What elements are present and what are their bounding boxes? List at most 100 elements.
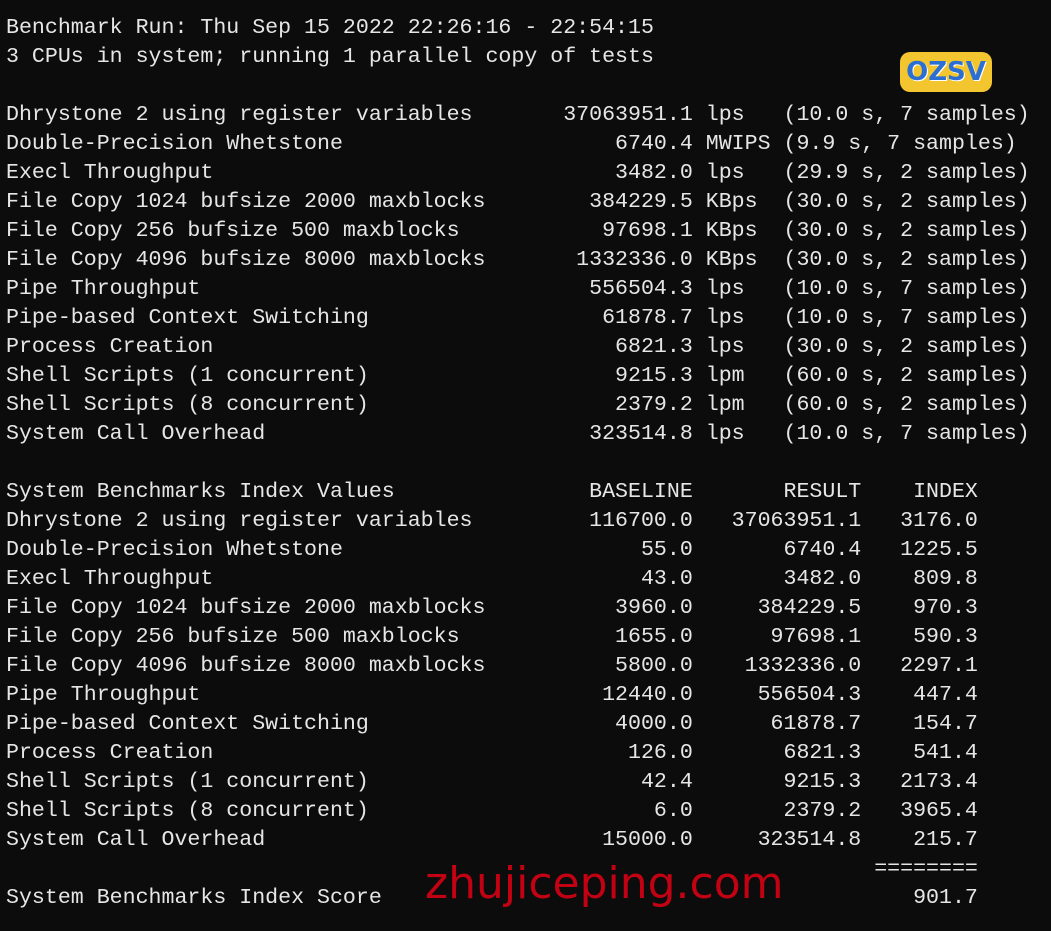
score-rule: ========: [874, 856, 978, 881]
watermark: zhujiceping.com: [425, 858, 784, 909]
index-value: 154.7: [913, 711, 978, 736]
test-name: Process Creation: [6, 334, 214, 359]
result-value: 323514.8: [757, 827, 862, 852]
index-name: Shell Scripts (8 concurrent): [6, 798, 369, 823]
test-name: System Call Overhead: [6, 421, 266, 446]
test-name: Dhrystone 2 using register variables: [6, 102, 473, 127]
index-name: Pipe-based Context Switching: [6, 711, 369, 736]
test-unit: KBps: [705, 189, 758, 214]
baseline-value: 43.0: [640, 566, 693, 591]
baseline-value: 1655.0: [615, 624, 693, 649]
index-name: Execl Throughput: [6, 566, 214, 591]
index-value: 447.4: [913, 682, 978, 707]
index-name: Shell Scripts (1 concurrent): [6, 769, 369, 794]
baseline-value: 12440.0: [602, 682, 693, 707]
baseline-value: 55.0: [640, 537, 693, 562]
result-value: 556504.3: [757, 682, 862, 707]
index-name: File Copy 4096 bufsize 8000 maxblocks: [6, 653, 486, 678]
test-value: 556504.3: [589, 276, 693, 301]
test-detail: (10.0 s, 7 samples): [783, 421, 1030, 446]
index-header: INDEX: [913, 479, 978, 504]
result-header: RESULT: [783, 479, 862, 504]
benchmark-run-text: Benchmark Run: Thu Sep 15 2022 22:26:16 …: [6, 15, 654, 40]
test-detail: (60.0 s, 2 samples): [783, 392, 1030, 417]
test-name: File Copy 4096 bufsize 8000 maxblocks: [6, 247, 486, 272]
index-value: 1225.5: [900, 537, 978, 562]
test-detail: (30.0 s, 2 samples): [783, 189, 1030, 214]
cpu-info-text: 3 CPUs in system; running 1 parallel cop…: [6, 44, 654, 69]
test-value: 9215.3: [615, 363, 693, 388]
baseline-header: BASELINE: [589, 479, 693, 504]
separator: ----------------------------------------…: [6, 0, 1043, 14]
test-value: 384229.5: [589, 189, 693, 214]
baseline-value: 116700.0: [589, 508, 693, 533]
baseline-value: 5800.0: [615, 653, 693, 678]
index-name: File Copy 256 bufsize 500 maxblocks: [6, 624, 460, 649]
result-value: 6821.3: [783, 740, 862, 765]
baseline-value: 6.0: [653, 798, 693, 823]
test-value: 323514.8: [589, 421, 693, 446]
test-name: Shell Scripts (1 concurrent): [6, 363, 369, 388]
test-value: 1332336.0: [576, 247, 693, 272]
result-value: 3482.0: [783, 566, 862, 591]
test-unit: KBps: [705, 218, 758, 243]
result-value: 6740.4: [783, 537, 862, 562]
test-detail: (10.0 s, 7 samples): [783, 276, 1030, 301]
test-detail: (10.0 s, 7 samples): [783, 305, 1030, 330]
index-value: 215.7: [913, 827, 978, 852]
index-name: Dhrystone 2 using register variables: [6, 508, 473, 533]
test-unit: lps: [705, 334, 745, 359]
test-value: 2379.2: [615, 392, 693, 417]
test-detail: (10.0 s, 7 samples): [783, 102, 1030, 127]
baseline-value: 15000.0: [602, 827, 693, 852]
test-unit: lpm: [705, 392, 745, 417]
test-name: Execl Throughput: [6, 160, 214, 185]
test-unit: lps: [705, 421, 745, 446]
test-value: 97698.1: [602, 218, 693, 243]
test-name: Shell Scripts (8 concurrent): [6, 392, 369, 417]
test-name: Pipe Throughput: [6, 276, 201, 301]
test-name: Pipe-based Context Switching: [6, 305, 369, 330]
index-name: Pipe Throughput: [6, 682, 201, 707]
test-unit: lpm: [705, 363, 745, 388]
test-detail: (29.9 s, 2 samples): [783, 160, 1030, 185]
index-value: 970.3: [913, 595, 978, 620]
test-name: File Copy 256 bufsize 500 maxblocks: [6, 218, 460, 243]
result-value: 97698.1: [770, 624, 862, 649]
baseline-value: 4000.0: [615, 711, 693, 736]
test-name: File Copy 1024 bufsize 2000 maxblocks: [6, 189, 486, 214]
test-value: 3482.0: [615, 160, 693, 185]
test-value: 6740.4: [615, 131, 693, 156]
test-unit: KBps: [705, 247, 758, 272]
index-value: 2297.1: [900, 653, 978, 678]
result-value: 1332336.0: [744, 653, 862, 678]
score-label: System Benchmarks Index Score: [6, 885, 382, 910]
test-detail: (30.0 s, 2 samples): [783, 247, 1030, 272]
result-value: 9215.3: [783, 769, 862, 794]
score-value: 901.7: [913, 885, 978, 910]
test-unit: lps: [705, 160, 745, 185]
test-unit: lps: [705, 102, 745, 127]
test-name: Double-Precision Whetstone: [6, 131, 343, 156]
result-value: 2379.2: [783, 798, 862, 823]
test-detail: (60.0 s, 2 samples): [783, 363, 1030, 388]
index-name: File Copy 1024 bufsize 2000 maxblocks: [6, 595, 486, 620]
baseline-value: 42.4: [640, 769, 693, 794]
result-value: 384229.5: [757, 595, 862, 620]
index-name: Double-Precision Whetstone: [6, 537, 343, 562]
baseline-value: 3960.0: [615, 595, 693, 620]
test-detail: (30.0 s, 2 samples): [783, 334, 1030, 359]
index-name: Process Creation: [6, 740, 214, 765]
test-unit: lps: [705, 276, 745, 301]
index-value: 541.4: [913, 740, 978, 765]
test-value: 61878.7: [602, 305, 693, 330]
index-value: 3965.4: [900, 798, 978, 823]
index-name: System Call Overhead: [6, 827, 266, 852]
test-value: 37063951.1: [563, 102, 693, 127]
index-value: 3176.0: [900, 508, 978, 533]
index-title: System Benchmarks Index Values: [6, 479, 395, 504]
test-detail: (9.9 s, 7 samples): [783, 131, 1017, 156]
index-value: 590.3: [913, 624, 978, 649]
test-detail: (30.0 s, 2 samples): [783, 218, 1030, 243]
test-unit: lps: [705, 305, 745, 330]
